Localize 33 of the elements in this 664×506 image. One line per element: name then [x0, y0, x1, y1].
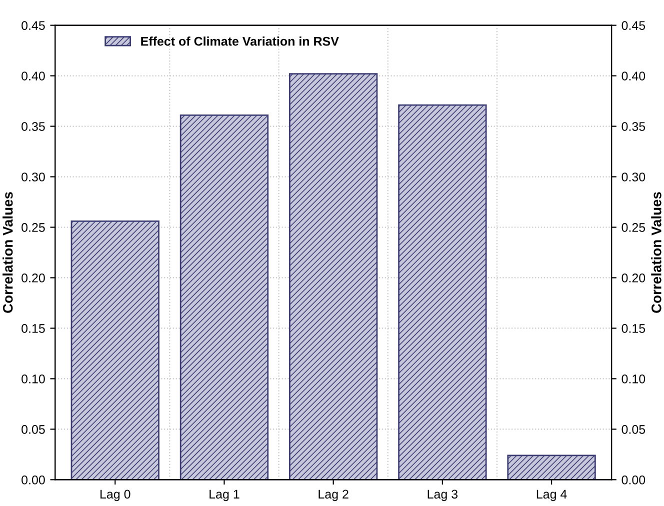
y2-tick-label: 0.05 — [622, 425, 646, 434]
bar — [288, 73, 378, 480]
bar — [507, 454, 596, 480]
bar — [180, 114, 269, 480]
y2-tick-label: 0.35 — [622, 122, 646, 131]
x-tick-label: Lag 2 — [318, 490, 348, 502]
x-tick-label: Lag 1 — [210, 490, 240, 502]
y2-tick-label: 0.20 — [622, 274, 646, 282]
y2-axis-title: Correlation Values — [651, 192, 662, 313]
y-tick-label: 0.35 — [22, 122, 45, 131]
y-tick-label: 0.05 — [22, 425, 45, 434]
y2-tick-label: 0.25 — [622, 223, 646, 232]
y-tick-label: 0.15 — [22, 324, 45, 333]
y2-tick-label: 0.15 — [622, 324, 646, 333]
x-tick-label: Lag 0 — [100, 490, 130, 502]
y-tick-label: 0.20 — [22, 274, 45, 282]
y-tick-label: 0.30 — [22, 172, 45, 182]
legend-label: Effect of Climate Variation in RSV — [141, 36, 339, 46]
y-tick-label: 0.40 — [22, 72, 45, 80]
y-axis-title: Correlation Values — [2, 192, 13, 313]
x-tick-label: Lag 4 — [536, 490, 567, 502]
bar — [70, 220, 160, 480]
y2-tick-label: 0.10 — [622, 374, 646, 384]
y-tick-label: 0.00 — [22, 475, 45, 484]
y2-tick-label: 0.45 — [622, 21, 646, 30]
y-tick-label: 0.25 — [22, 223, 45, 232]
bar — [398, 104, 487, 480]
y2-tick-label: 0.40 — [622, 72, 646, 80]
y-tick-label: 0.10 — [22, 374, 45, 384]
y2-tick-label: 0.30 — [622, 172, 646, 182]
x-tick-label: Lag 3 — [428, 490, 458, 502]
y2-tick-label: 0.00 — [622, 475, 646, 484]
y-tick-label: 0.45 — [22, 21, 45, 30]
